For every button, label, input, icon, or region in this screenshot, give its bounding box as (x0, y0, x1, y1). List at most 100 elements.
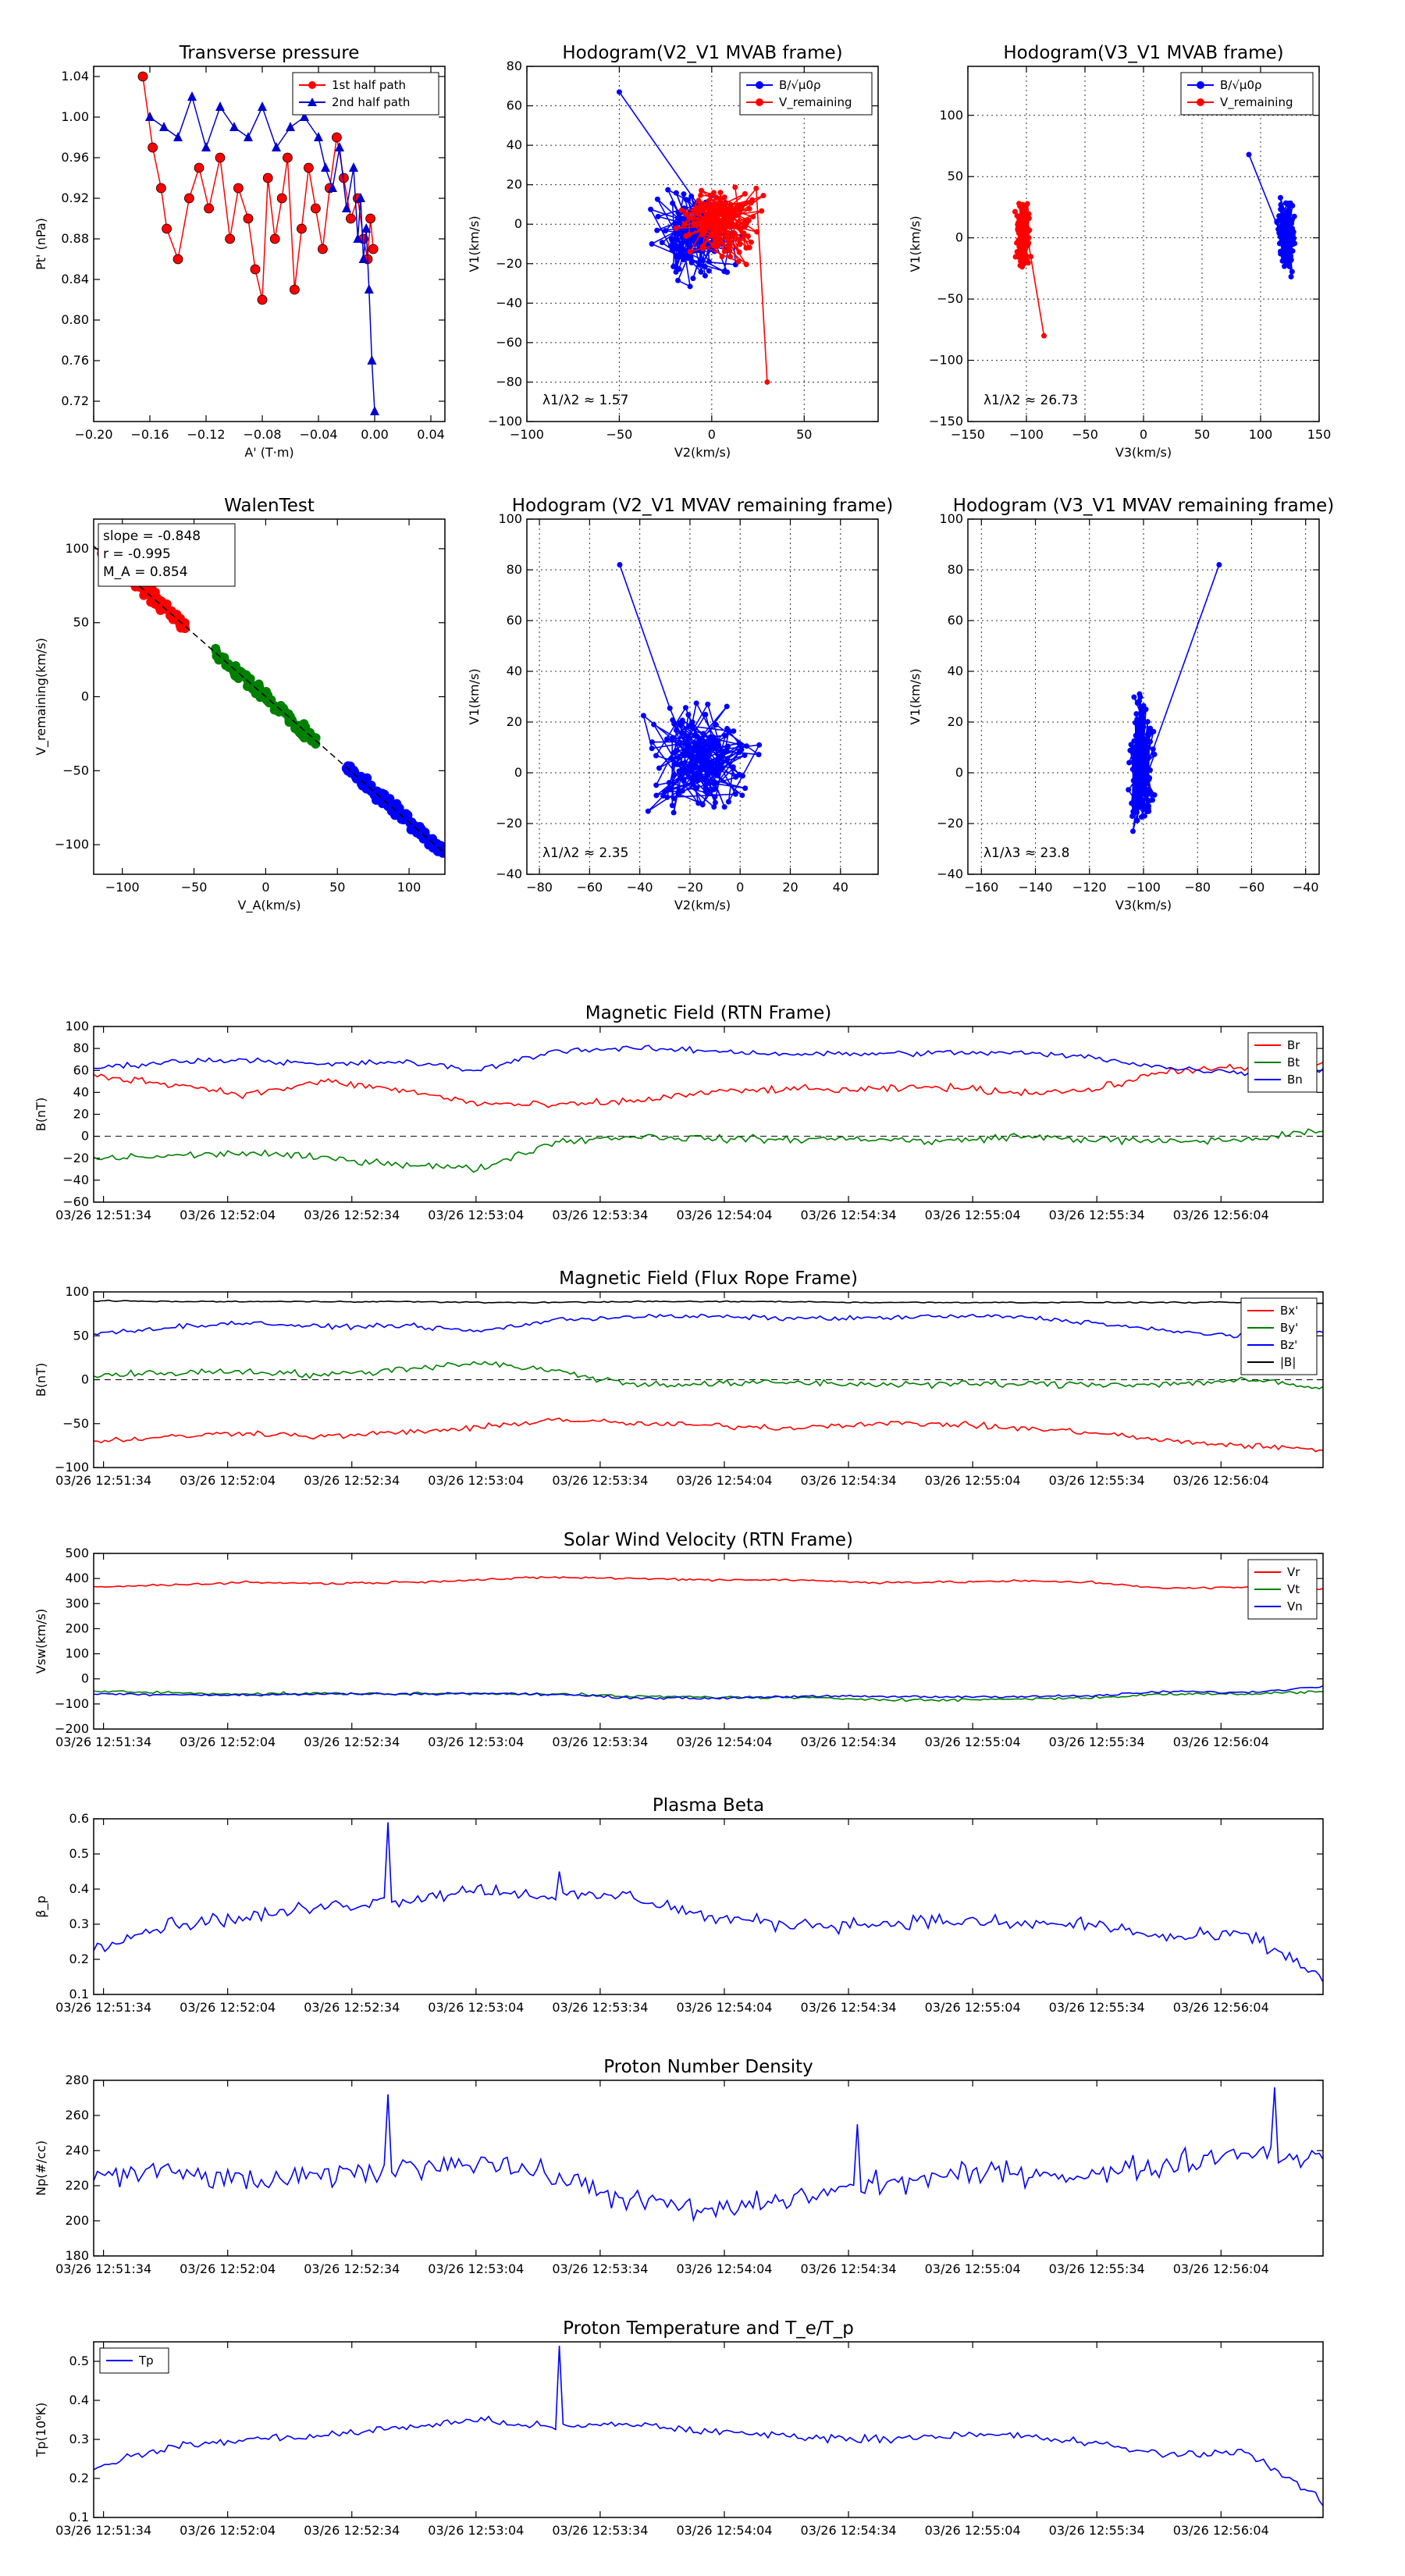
data-point (704, 756, 710, 762)
y-tick-label: 50 (73, 1328, 89, 1343)
data-point (708, 760, 714, 766)
data-point (1289, 220, 1295, 226)
data-point (168, 613, 178, 623)
data-point (1285, 201, 1291, 207)
data-point (745, 218, 752, 224)
legend-label: 2nd half path (332, 95, 410, 109)
data-point (1146, 767, 1152, 774)
y-tick-label: 280 (65, 2073, 89, 2087)
panel-p4: −100 −50 0 50 100 −100 −50 0 50 100 WalenTest V_rem… (34, 496, 446, 913)
axes-frame (526, 66, 879, 422)
plot-area (94, 546, 445, 858)
data-point (736, 236, 742, 242)
data-point (1288, 273, 1294, 279)
data-point (1140, 747, 1147, 753)
legend-label: 1st half path (332, 78, 406, 92)
y-tick-label: 100 (65, 1646, 89, 1661)
data-point (1012, 208, 1018, 215)
data-point (726, 210, 732, 216)
x-tick-label: 0 (736, 880, 744, 895)
data-point (358, 254, 368, 263)
y-tick-label: −60 (496, 335, 522, 350)
data-point (242, 681, 252, 692)
data-point (717, 197, 724, 203)
data-point (1014, 212, 1020, 219)
data-point (704, 767, 710, 774)
data-point (714, 759, 720, 765)
data-point (649, 745, 655, 752)
data-point (706, 197, 712, 204)
data-point (717, 202, 723, 208)
data-point (257, 294, 268, 305)
data-point (680, 751, 686, 757)
y-tick-label: 400 (65, 1571, 89, 1585)
x-tick-label: 03/26 12:54:04 (676, 2523, 772, 2538)
y-tick-label: 0.1 (69, 2510, 89, 2524)
data-point (711, 804, 717, 810)
data-point (708, 205, 714, 211)
y-axis-label: V1(km/s) (467, 668, 482, 724)
data-point (673, 225, 679, 231)
data-point (701, 228, 707, 234)
data-point (649, 739, 655, 745)
data-point (1130, 801, 1136, 807)
data-point (353, 233, 363, 243)
x-tick-label: −80 (526, 880, 553, 895)
data-point (724, 703, 730, 710)
panel-t3: 03/26 12:51:34 03/26 12:52:04 03/26 12:52:… (34, 1530, 1324, 1749)
data-point (713, 767, 720, 773)
axes-frame (967, 66, 1320, 422)
data-point (721, 269, 727, 275)
x-tick-label: 03/26 12:53:34 (552, 1735, 648, 1749)
y-axis-label: B(nT) (34, 1098, 48, 1131)
y-tick-label: 0.4 (69, 2393, 89, 2407)
y-tick-label: 100 (65, 541, 89, 556)
axes-frame (93, 1553, 1324, 1730)
data-point (695, 800, 702, 806)
data-point (233, 183, 244, 194)
data-point (1017, 227, 1023, 233)
legend-label: Bn (1287, 1073, 1303, 1087)
data-point (1134, 817, 1140, 824)
data-point (679, 719, 685, 725)
data-point (299, 733, 309, 743)
data-point (685, 712, 692, 718)
data-point (1026, 215, 1032, 222)
data-point (717, 226, 724, 232)
data-point (1026, 211, 1032, 217)
data-point (679, 788, 685, 794)
x-tick-label: 100 (397, 880, 422, 895)
data-point (662, 789, 668, 795)
x-tick-label: 03/26 12:51:34 (55, 1735, 151, 1749)
x-tick-label: 03/26 12:52:34 (304, 2000, 400, 2015)
data-point (682, 705, 688, 711)
data-point (738, 226, 744, 232)
data-point (276, 193, 287, 204)
data-point (702, 711, 709, 717)
data-point (742, 785, 749, 792)
data-point (731, 728, 737, 735)
y-tick-label: 20 (948, 714, 963, 729)
x-tick-label: −80 (1184, 880, 1211, 895)
data-point (284, 716, 294, 726)
plot-area (137, 71, 379, 415)
data-point (756, 752, 762, 758)
data-point (1280, 240, 1286, 246)
series-line (94, 1299, 1323, 1304)
legend-label: Tp (138, 2354, 154, 2368)
data-point (1020, 254, 1026, 260)
y-axis-label: Np(#/cc) (34, 2140, 48, 2196)
data-point (307, 736, 317, 746)
fit-line (94, 546, 445, 855)
data-point (356, 193, 365, 202)
series-line (94, 1128, 1323, 1173)
y-tick-label: −20 (937, 816, 963, 831)
chart-title: Transverse pressure (179, 43, 360, 63)
y-tick-label: −80 (496, 374, 522, 389)
y-tick-label: −100 (55, 1460, 89, 1475)
data-point (1131, 792, 1137, 799)
data-point (365, 213, 376, 224)
data-point (663, 736, 670, 742)
data-point (702, 785, 709, 792)
data-point (654, 227, 660, 233)
